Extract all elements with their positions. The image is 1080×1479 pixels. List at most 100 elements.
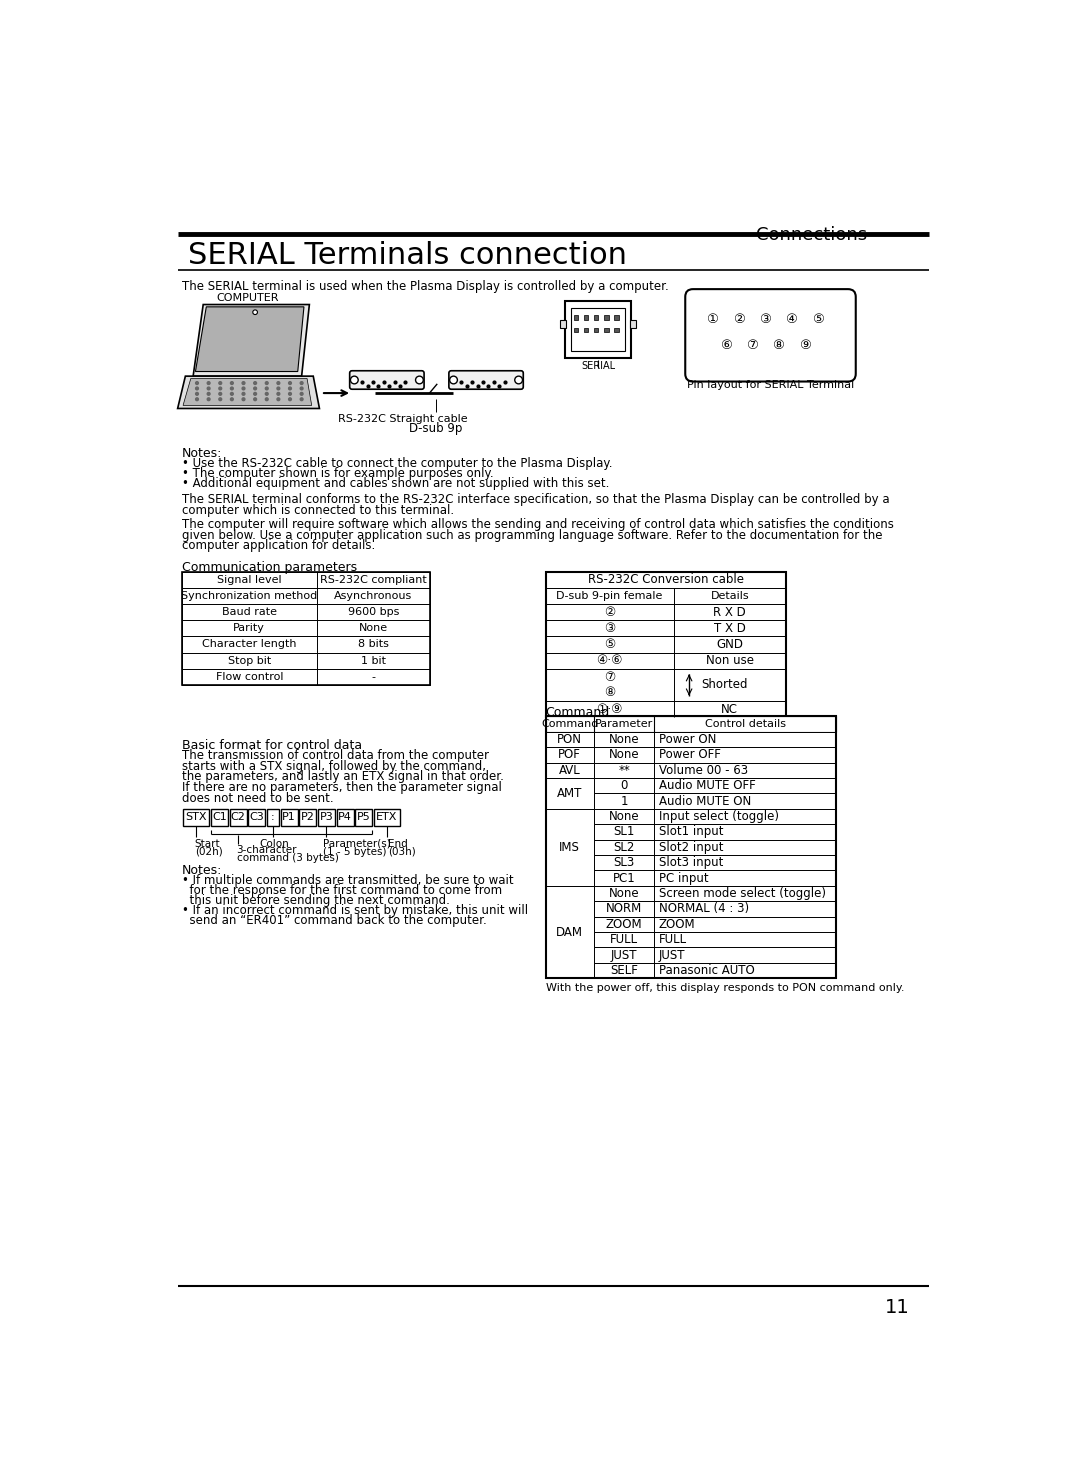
Bar — [181, 636, 430, 652]
Bar — [267, 809, 279, 825]
Text: does not need to be sent.: does not need to be sent. — [181, 791, 333, 805]
Text: send an “ER401” command back to the computer.: send an “ER401” command back to the comp… — [181, 914, 486, 927]
Bar — [594, 840, 836, 855]
Text: C1: C1 — [212, 812, 227, 822]
Text: ③: ③ — [604, 621, 616, 634]
Text: Asynchronous: Asynchronous — [334, 592, 413, 600]
Text: ③: ③ — [759, 314, 771, 327]
Text: SL3: SL3 — [613, 856, 635, 870]
Circle shape — [195, 387, 199, 390]
Circle shape — [207, 392, 210, 395]
Text: for the response for the first command to come from: for the response for the first command t… — [181, 884, 501, 898]
Text: Screen mode select (toggle): Screen mode select (toggle) — [659, 887, 826, 901]
Bar — [545, 701, 786, 717]
Text: Synchronization method: Synchronization method — [181, 592, 318, 600]
Bar — [565, 300, 631, 358]
Text: D-sub 9-pin female: D-sub 9-pin female — [556, 592, 663, 600]
Text: RS-232C Conversion cable: RS-232C Conversion cable — [588, 574, 744, 586]
Text: PC input: PC input — [659, 871, 708, 884]
Bar — [594, 917, 836, 932]
Bar — [573, 328, 578, 333]
Circle shape — [300, 398, 303, 401]
Bar — [613, 328, 619, 333]
Text: SERIAL: SERIAL — [581, 361, 616, 371]
Bar — [545, 636, 786, 652]
Bar — [211, 809, 228, 825]
Bar — [545, 747, 594, 763]
Text: ④: ④ — [785, 314, 797, 327]
Circle shape — [288, 382, 292, 385]
Text: The transmission of control data from the computer: The transmission of control data from th… — [181, 748, 488, 762]
Circle shape — [254, 392, 257, 395]
Circle shape — [276, 392, 280, 395]
Circle shape — [219, 398, 221, 401]
Text: FULL: FULL — [610, 933, 638, 947]
Text: Signal level: Signal level — [217, 575, 282, 584]
Bar — [594, 328, 598, 333]
Circle shape — [300, 382, 303, 385]
Text: ①·⑨: ①·⑨ — [596, 703, 623, 716]
Text: ⑦: ⑦ — [746, 339, 758, 352]
Text: **: ** — [618, 763, 630, 776]
Circle shape — [449, 376, 458, 385]
Text: • The computer shown is for example purposes only.: • The computer shown is for example purp… — [181, 467, 494, 481]
Text: ②: ② — [604, 605, 616, 618]
Bar — [181, 587, 430, 603]
Text: ⑥: ⑥ — [719, 339, 731, 352]
Text: ETX: ETX — [376, 812, 397, 822]
Bar — [545, 572, 786, 587]
Text: ZOOM: ZOOM — [606, 918, 643, 930]
Bar — [594, 747, 836, 763]
Circle shape — [219, 387, 221, 390]
Circle shape — [242, 382, 245, 385]
Text: ①: ① — [706, 314, 718, 327]
Text: R X D: R X D — [714, 605, 746, 618]
Circle shape — [207, 398, 210, 401]
Text: None: None — [359, 623, 388, 633]
Text: Notes:: Notes: — [181, 864, 221, 877]
Bar — [181, 572, 430, 685]
Text: 9600 bps: 9600 bps — [348, 608, 399, 617]
Text: Panasonic AUTO: Panasonic AUTO — [659, 964, 755, 978]
Bar — [561, 319, 566, 328]
Text: None: None — [609, 734, 639, 745]
Polygon shape — [193, 305, 309, 376]
Circle shape — [242, 387, 245, 390]
Text: Control details: Control details — [705, 719, 786, 729]
Bar — [573, 315, 578, 319]
Bar — [594, 809, 836, 824]
Text: ZOOM: ZOOM — [659, 918, 696, 930]
Bar — [594, 855, 836, 871]
Text: NORMAL (4 : 3): NORMAL (4 : 3) — [659, 902, 750, 916]
Text: Parameter(s): Parameter(s) — [323, 839, 390, 849]
Text: ②: ② — [733, 314, 745, 327]
Text: None: None — [609, 810, 639, 824]
Text: JUST: JUST — [611, 948, 637, 961]
Text: GND: GND — [716, 637, 743, 651]
Bar — [594, 732, 836, 747]
Circle shape — [207, 387, 210, 390]
Text: JUST: JUST — [659, 948, 686, 961]
Circle shape — [242, 398, 245, 401]
Circle shape — [416, 376, 423, 385]
Text: P3: P3 — [320, 812, 334, 822]
Circle shape — [230, 398, 233, 401]
Text: Slot1 input: Slot1 input — [659, 825, 724, 839]
Bar — [337, 809, 353, 825]
Bar — [545, 716, 836, 732]
Text: 8 bits: 8 bits — [357, 639, 389, 649]
Text: IMS: IMS — [559, 842, 580, 853]
Circle shape — [219, 392, 221, 395]
Text: None: None — [609, 748, 639, 762]
Text: 0: 0 — [620, 779, 627, 793]
Text: P4: P4 — [338, 812, 352, 822]
Circle shape — [276, 387, 280, 390]
Text: PON: PON — [557, 734, 582, 745]
Bar — [594, 824, 836, 840]
Text: ④·⑥: ④·⑥ — [596, 654, 623, 667]
Text: • If an incorrect command is sent by mistake, this unit will: • If an incorrect command is sent by mis… — [181, 904, 528, 917]
Text: Details: Details — [711, 592, 750, 600]
FancyBboxPatch shape — [449, 371, 524, 389]
Text: Stop bit: Stop bit — [228, 655, 271, 666]
Circle shape — [254, 398, 257, 401]
